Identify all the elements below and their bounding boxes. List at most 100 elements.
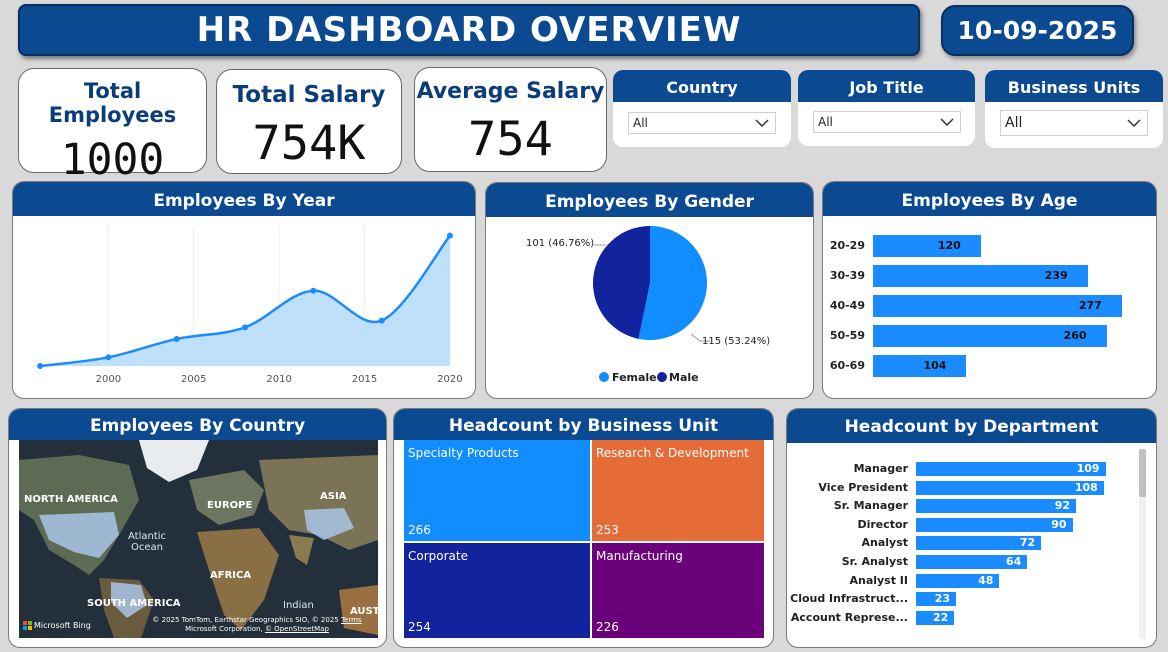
africa-land xyxy=(197,528,279,630)
department-bar[interactable] xyxy=(916,499,1076,514)
scrollbar-track[interactable] xyxy=(1139,449,1146,639)
age-bar-value: 120 xyxy=(937,239,961,252)
card-title: Headcount by Business Unit xyxy=(394,409,773,440)
department-bar-row[interactable]: Analyst II 48 xyxy=(787,573,1137,588)
department-bar[interactable] xyxy=(916,517,1073,532)
age-bar[interactable] xyxy=(873,235,981,257)
treemap-cell-research-development[interactable]: Research & Development 253 xyxy=(592,440,764,541)
scrollbar-thumb[interactable] xyxy=(1139,449,1146,497)
employees-by-gender-chart[interactable]: 101 (46.76%) 115 (53.24%) Female Male xyxy=(486,217,813,399)
treemap-cell-specialty-products[interactable]: Specialty Products 266 xyxy=(404,440,590,541)
department-bar[interactable] xyxy=(916,555,1028,569)
data-point[interactable] xyxy=(105,354,112,361)
world-map[interactable]: NORTH AMERICA EUROPE ASIA Atlantic Ocean… xyxy=(19,440,378,638)
card-title: Employees By Country xyxy=(9,409,386,440)
department-bar[interactable] xyxy=(916,536,1042,551)
age-bar-row[interactable]: 40-49 277 xyxy=(823,295,1156,317)
male-data-label: 101 (46.76%) xyxy=(526,238,594,249)
department-bar-row[interactable]: Sr. Manager 92 xyxy=(787,499,1137,514)
china-highlight xyxy=(304,508,354,540)
department-bar-value: 48 xyxy=(978,573,994,587)
age-bar-row[interactable]: 60-69 104 xyxy=(823,355,1156,377)
headcount-by-business-unit-card: Headcount by Business Unit Specialty Pro… xyxy=(393,408,774,648)
department-bar-label: Cloud Infrastruct... xyxy=(790,592,908,606)
data-point[interactable] xyxy=(37,363,44,369)
department-bar-value: 64 xyxy=(1005,555,1022,568)
label-indian-ocean: Indian xyxy=(283,600,314,611)
cell-name: Manufacturing xyxy=(596,549,683,563)
age-bar-value: 260 xyxy=(1063,329,1087,342)
data-point[interactable] xyxy=(173,335,180,342)
age-bar-row[interactable]: 20-29 120 xyxy=(823,235,1156,257)
leader-line xyxy=(690,333,710,342)
employees-by-year-chart[interactable]: 2000 2005 2010 2015 2020 xyxy=(13,216,475,398)
age-bar-label: 20-29 xyxy=(829,239,865,252)
department-bar[interactable] xyxy=(916,592,956,607)
age-bar-row[interactable]: 50-59 260 xyxy=(823,325,1156,347)
department-bar-row[interactable]: Sr. Analyst 64 xyxy=(787,555,1137,569)
business-units-dropdown[interactable]: All xyxy=(1000,110,1148,136)
card-title: Employees By Gender xyxy=(486,183,813,217)
cell-count: 253 xyxy=(596,523,619,537)
department-bar-row[interactable]: Cloud Infrastruct... 23 xyxy=(787,592,1137,607)
kpi-value: 754 xyxy=(468,112,553,167)
department-bar-value: 23 xyxy=(934,592,950,606)
x-tick-label: 2015 xyxy=(352,374,377,385)
department-bar-value: 92 xyxy=(1054,499,1070,513)
data-point[interactable] xyxy=(378,317,385,324)
europe-land xyxy=(189,470,264,525)
age-bar[interactable] xyxy=(873,355,967,377)
department-bar-row[interactable]: Director 90 xyxy=(787,517,1137,532)
country-dropdown[interactable]: All xyxy=(628,112,776,134)
age-bar[interactable] xyxy=(873,295,1122,317)
openstreetmap-link[interactable]: © OpenStreetMap xyxy=(264,625,329,633)
job-title-dropdown[interactable]: All xyxy=(813,111,961,133)
department-bar-row[interactable]: Account Represe... 22 xyxy=(787,610,1137,625)
age-bar-row[interactable]: 30-39 239 xyxy=(823,265,1156,287)
department-bar[interactable] xyxy=(916,610,955,625)
treemap-cell-manufacturing[interactable]: Manufacturing 226 xyxy=(592,543,764,638)
kpi-value: 754K xyxy=(252,116,366,171)
business-unit-treemap[interactable]: Specialty Products 266 Research & Develo… xyxy=(404,440,764,638)
department-bar-value: 22 xyxy=(932,610,949,624)
label-europe: EUROPE xyxy=(207,500,253,511)
department-bar-label: Account Represe... xyxy=(790,610,908,624)
age-bar-label: 60-69 xyxy=(829,359,865,372)
age-bar-value: 277 xyxy=(1078,299,1102,312)
department-bar[interactable] xyxy=(916,462,1106,476)
age-bar-label: 40-49 xyxy=(829,299,865,312)
x-tick-label: 2000 xyxy=(96,374,121,385)
department-bar[interactable] xyxy=(916,573,1000,588)
card-title: Employees By Year xyxy=(13,182,475,216)
department-bar-row[interactable]: Manager 109 xyxy=(787,462,1137,476)
terms-link[interactable]: Terms xyxy=(340,616,362,624)
department-bar-label: Analyst II xyxy=(849,573,908,587)
brazil-highlight xyxy=(111,582,147,618)
date-display: 10-09-2025 xyxy=(941,5,1134,56)
slicer-title: Job Title xyxy=(798,70,975,102)
data-point[interactable] xyxy=(242,324,248,331)
area-fill xyxy=(40,235,450,366)
legend-male-marker xyxy=(657,372,667,382)
data-point[interactable] xyxy=(446,232,453,239)
dropdown-value: All xyxy=(1005,115,1023,131)
age-bar-value: 104 xyxy=(923,359,947,372)
department-bar-row[interactable]: Analyst 72 xyxy=(787,536,1137,551)
employees-by-age-chart[interactable]: 20-29 120 30-39 239 40-49 277 50-59 260 60-69 104 xyxy=(823,216,1156,398)
card-title: Employees By Age xyxy=(823,182,1156,216)
headcount-by-department-chart[interactable]: Manager 109 Vice President 108 Sr. Manager 92… xyxy=(787,443,1137,647)
treemap-cell-corporate[interactable]: Corporate 254 xyxy=(404,543,590,638)
label-australia: AUST xyxy=(350,606,378,617)
pie-slice-male xyxy=(593,226,650,339)
age-bar[interactable] xyxy=(873,265,1088,287)
data-point[interactable] xyxy=(310,287,317,294)
department-bar[interactable] xyxy=(916,480,1104,495)
department-bar-label: Sr. Analyst xyxy=(841,555,908,568)
x-tick-label: 2020 xyxy=(437,374,462,385)
cell-name: Specialty Products xyxy=(408,446,519,460)
age-bar[interactable] xyxy=(873,325,1107,347)
microsoft-logo-icon xyxy=(23,621,32,630)
department-bar-row[interactable]: Vice President 108 xyxy=(787,480,1137,495)
kpi-average-salary: Average Salary 754 xyxy=(414,67,607,172)
label-south-america: SOUTH AMERICA xyxy=(87,598,181,609)
